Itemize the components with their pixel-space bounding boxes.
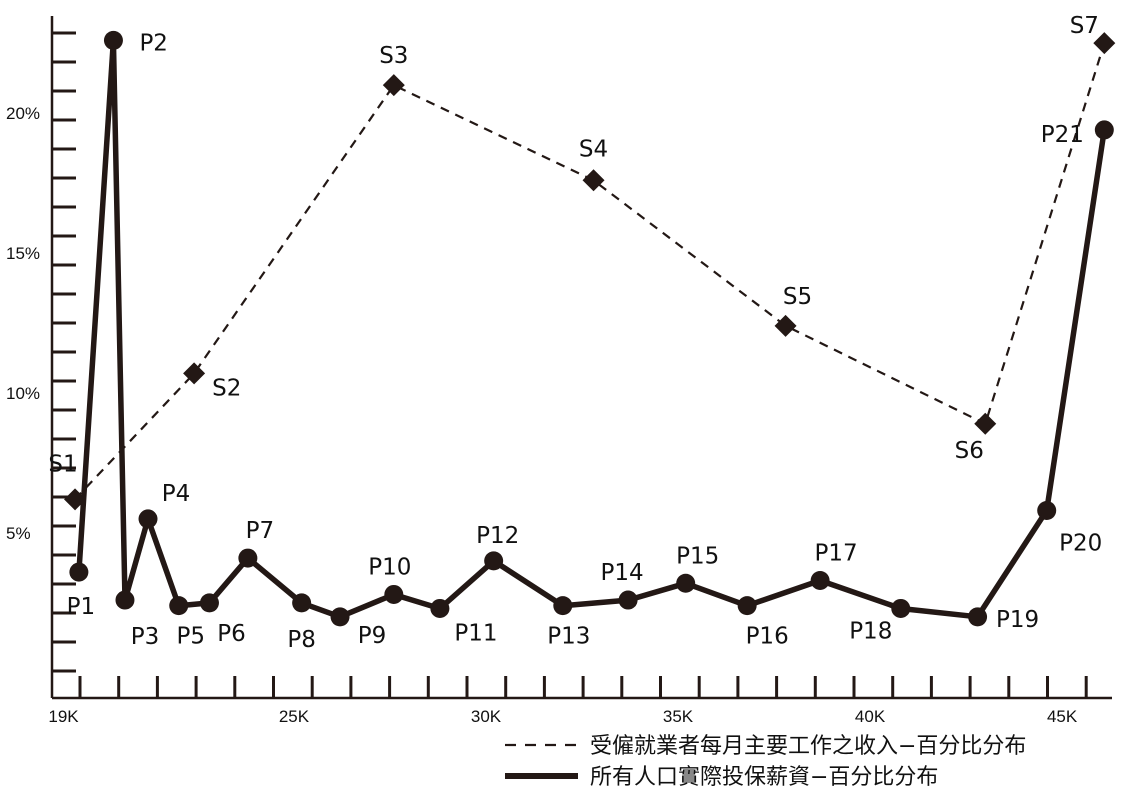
circle-marker bbox=[430, 598, 450, 618]
point-label: P9 bbox=[358, 623, 387, 649]
point-label: P4 bbox=[162, 481, 191, 507]
point-label: S5 bbox=[783, 284, 812, 310]
series-line-dashed bbox=[74, 42, 1106, 501]
point-label: P8 bbox=[287, 627, 316, 653]
point-label: P19 bbox=[996, 607, 1039, 633]
point-label: P2 bbox=[139, 30, 168, 56]
circle-marker bbox=[484, 551, 504, 571]
circle-marker bbox=[553, 596, 573, 616]
point-label: S1 bbox=[48, 451, 77, 477]
point-label: P14 bbox=[601, 560, 644, 586]
legend-label: 所有人口實際投保薪資−百分比分布 bbox=[590, 765, 938, 790]
series-layer bbox=[64, 30, 1116, 627]
legend-label: 受僱就業者每月主要工作之收入−百分比分布 bbox=[590, 734, 1026, 759]
circle-marker bbox=[69, 562, 89, 582]
diamond-marker bbox=[183, 362, 206, 385]
point-label: P17 bbox=[815, 540, 858, 566]
x-axis: 19K 25K 30K 35K 40K 45K bbox=[48, 676, 1112, 726]
x-tick-label: 35K bbox=[663, 707, 694, 726]
x-tick-label: 45K bbox=[1047, 707, 1078, 726]
point-label: P21 bbox=[1041, 122, 1084, 148]
point-label: P1 bbox=[67, 594, 96, 620]
circle-marker bbox=[138, 509, 158, 529]
point-label: S3 bbox=[379, 43, 408, 69]
point-label: P10 bbox=[368, 554, 411, 580]
diamond-marker bbox=[1093, 32, 1116, 55]
y-tick-label: 20% bbox=[6, 104, 40, 123]
y-tick-label: 15% bbox=[6, 244, 40, 263]
point-label: P13 bbox=[547, 624, 590, 650]
circle-marker bbox=[737, 596, 757, 616]
diamond-marker bbox=[974, 412, 997, 435]
y-axis: 5% 10% 15% 20% bbox=[6, 16, 76, 698]
point-label: S4 bbox=[579, 136, 608, 162]
circle-marker bbox=[810, 570, 830, 590]
point-label: P16 bbox=[746, 624, 789, 650]
point-label: S6 bbox=[955, 438, 984, 464]
point-label: P11 bbox=[454, 620, 497, 646]
circle-marker bbox=[676, 573, 696, 593]
series-line-solid bbox=[76, 37, 1108, 620]
diamond-marker bbox=[382, 74, 405, 97]
circle-marker bbox=[199, 593, 219, 613]
x-tick-label: 40K bbox=[855, 707, 886, 726]
circle-marker bbox=[115, 590, 135, 610]
point-label: P6 bbox=[217, 621, 246, 647]
point-label: S2 bbox=[212, 375, 241, 401]
circle-marker bbox=[103, 30, 123, 50]
circle-marker bbox=[968, 607, 988, 627]
circle-marker bbox=[1094, 120, 1114, 140]
circle-marker bbox=[1037, 501, 1057, 521]
point-label: P15 bbox=[676, 543, 719, 569]
point-label: P7 bbox=[246, 518, 275, 544]
circle-marker bbox=[169, 596, 189, 616]
circle-marker bbox=[238, 548, 258, 568]
point-label: P3 bbox=[131, 624, 160, 650]
y-tick-label: 10% bbox=[6, 384, 40, 403]
point-label: P12 bbox=[476, 523, 519, 549]
point-label: S7 bbox=[1070, 13, 1099, 39]
circle-marker bbox=[891, 598, 911, 618]
point-label: P20 bbox=[1059, 531, 1102, 557]
x-tick-label: 30K bbox=[471, 707, 502, 726]
x-tick-label: 25K bbox=[279, 707, 310, 726]
circle-marker bbox=[618, 590, 638, 610]
point-label: P18 bbox=[849, 618, 892, 644]
diamond-marker bbox=[582, 169, 605, 192]
y-tick-label: 5% bbox=[6, 524, 31, 543]
circle-marker bbox=[384, 584, 404, 604]
diamond-marker bbox=[774, 314, 797, 337]
point-label: P5 bbox=[176, 624, 205, 650]
circle-marker bbox=[292, 593, 312, 613]
point-labels: S1 S2 S3 S4 S5 S6 S7 P1 P2 P3 P4 P5 P6 P7 P8 P9 P10 P11 P1… bbox=[48, 13, 1102, 653]
x-tick-label: 19K bbox=[48, 707, 79, 726]
circle-marker bbox=[330, 607, 350, 627]
